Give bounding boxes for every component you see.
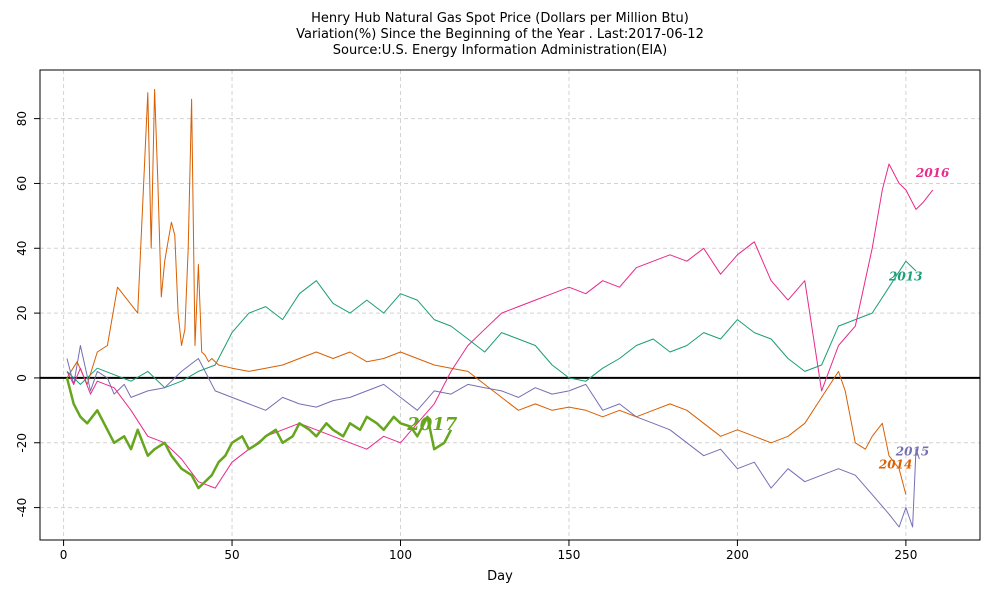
x-tick-label: 200 [726,548,749,562]
y-tick-label: 20 [15,305,29,320]
x-tick-label: 250 [894,548,917,562]
x-tick-label: 0 [60,548,68,562]
series-label-2013: 2013 [888,270,922,284]
y-tick-label: 60 [15,176,29,191]
y-tick-label: 40 [15,241,29,256]
chart-title: Henry Hub Natural Gas Spot Price (Dollar… [311,11,689,26]
x-tick-label: 50 [224,548,239,562]
series-label-2017: 2017 [406,414,458,435]
plot-frame [39,69,981,541]
series-label-2015: 2015 [895,445,929,459]
chart-titles: Henry Hub Natural Gas Spot Price (Dollar… [0,11,1000,59]
y-tick-label: 0 [15,374,29,382]
series-line-2017 [65,377,453,490]
x-tick-label: 100 [389,548,412,562]
x-tick-label: 150 [558,548,581,562]
series-line-2013 [66,260,917,389]
series-line-2014 [66,88,907,495]
series-line-2016 [66,163,934,489]
x-axis-label: Day [487,569,513,584]
y-tick-label: -20 [15,433,29,453]
series-label-2014: 2014 [878,458,912,472]
y-tick-label: -40 [15,498,29,518]
series-line-2015 [66,345,920,528]
series-label-2016: 2016 [915,166,950,180]
chart-subtitle: Variation(%) Since the Beginning of the … [296,27,704,42]
y-tick-label: 80 [15,111,29,126]
chart-source: Source:U.S. Energy Information Administr… [332,43,668,58]
